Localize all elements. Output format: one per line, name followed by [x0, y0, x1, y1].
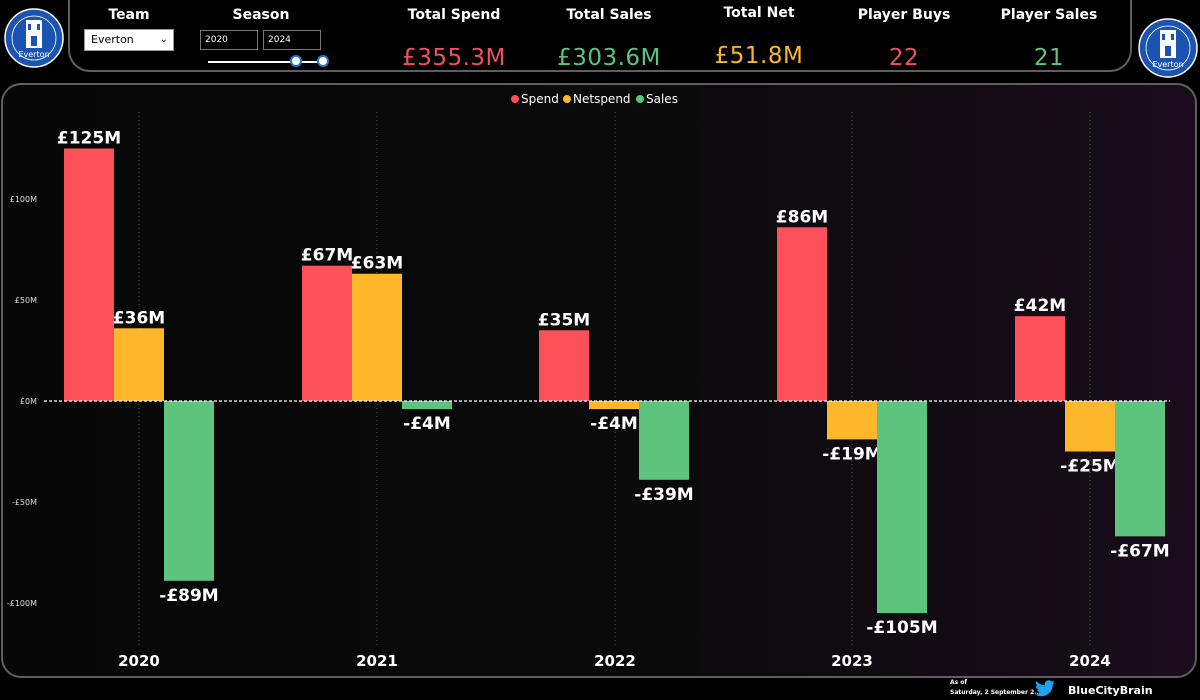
data-label: -£4M: [590, 414, 638, 434]
legend-marker-netspend: [563, 95, 571, 103]
x-tick-label: 2021: [356, 652, 398, 670]
bar-netspend-2020: [114, 328, 164, 401]
team-label: Team: [108, 7, 150, 23]
data-label: £36M: [113, 308, 165, 328]
as-of-date: Saturday, 2 September 2...: [950, 689, 1042, 696]
kpi-total-sales-label: Total Sales: [566, 7, 652, 23]
bar-spend-2022: [539, 330, 589, 401]
y-tick-label: £50M: [15, 296, 37, 305]
x-tick-label: 2023: [831, 652, 873, 670]
data-label: -£89M: [159, 586, 218, 606]
season-slider-handle-end[interactable]: [317, 55, 329, 67]
x-tick-label: 2020: [118, 652, 160, 670]
twitter-icon[interactable]: [1034, 680, 1056, 698]
x-tick-label: 2022: [594, 652, 636, 670]
as-of-text: As of Saturday, 2 September 2...: [950, 679, 1041, 696]
bar-sales-2020: [164, 401, 214, 581]
legend-label-spend: Spend: [521, 92, 559, 106]
y-tick-label: £100M: [10, 195, 37, 204]
bar-spend-2024: [1015, 316, 1065, 401]
bar-netspend-2021: [352, 273, 402, 401]
bar-sales-2021: [402, 401, 452, 410]
legend-label-sales: Sales: [646, 92, 678, 106]
twitter-handle[interactable]: BlueCityBrain: [1068, 684, 1153, 697]
bar-netspend-2024: [1065, 401, 1115, 452]
data-label: £63M: [351, 254, 403, 274]
season-to-input[interactable]: 2024: [263, 30, 321, 50]
svg-text:Everton: Everton: [1152, 60, 1183, 69]
data-label: £42M: [1014, 296, 1066, 316]
data-label: -£105M: [866, 618, 937, 638]
bar-spend-2020: [64, 148, 114, 401]
bar-netspend-2023: [827, 401, 877, 440]
as-of-label: As of: [950, 679, 968, 686]
legend-marker-spend: [511, 95, 519, 103]
chevron-down-icon: ⌄: [159, 34, 168, 45]
team-select[interactable]: Everton ⌄: [84, 29, 174, 51]
kpi-total-spend-value: £355.3M: [402, 45, 506, 71]
season-slider-handle-start[interactable]: [290, 55, 302, 67]
x-tick-label: 2024: [1069, 652, 1111, 670]
bar-netspend-2022: [589, 401, 639, 410]
season-slider-track[interactable]: [208, 61, 324, 63]
kpi-player-buys-label: Player Buys: [857, 7, 951, 23]
kpi-total-net-label: Total Net: [723, 5, 795, 21]
kpi-total-spend-label: Total Spend: [407, 7, 501, 23]
kpi-total-net-value: £51.8M: [714, 43, 804, 69]
data-label: -£4M: [403, 414, 451, 434]
kpi-player-sales-label: Player Sales: [1000, 7, 1098, 23]
y-tick-label: £0M: [20, 397, 37, 406]
kpi-player-sales-value: 21: [1033, 45, 1065, 71]
legend-marker-sales: [636, 95, 644, 103]
data-label: -£25M: [1060, 457, 1119, 477]
data-label: £125M: [57, 129, 121, 149]
bar-sales-2023: [877, 401, 927, 614]
season-from-input[interactable]: 2020: [200, 30, 258, 50]
bar-spend-2023: [777, 227, 827, 401]
bar-sales-2022: [639, 401, 689, 480]
legend-label-netspend: Netspend: [573, 92, 631, 106]
data-label: -£67M: [1110, 541, 1169, 561]
kpi-player-buys-value: 22: [888, 45, 920, 71]
kpi-total-sales-value: £303.6M: [557, 45, 661, 71]
season-label: Season: [232, 7, 290, 23]
data-label: £35M: [538, 310, 590, 330]
data-label: £86M: [776, 207, 828, 227]
everton-crest-right: Everton: [1138, 16, 1198, 82]
data-label: -£19M: [822, 444, 881, 464]
bar-sales-2024: [1115, 401, 1165, 537]
team-select-value: Everton: [91, 33, 134, 46]
y-tick-label: -£100M: [7, 599, 37, 608]
svg-text:Everton: Everton: [18, 50, 49, 59]
data-label: £67M: [301, 246, 353, 266]
y-tick-label: -£50M: [12, 498, 37, 507]
data-label: -£39M: [634, 485, 693, 505]
bar-spend-2021: [302, 265, 352, 401]
everton-crest-left: Everton: [4, 6, 64, 72]
